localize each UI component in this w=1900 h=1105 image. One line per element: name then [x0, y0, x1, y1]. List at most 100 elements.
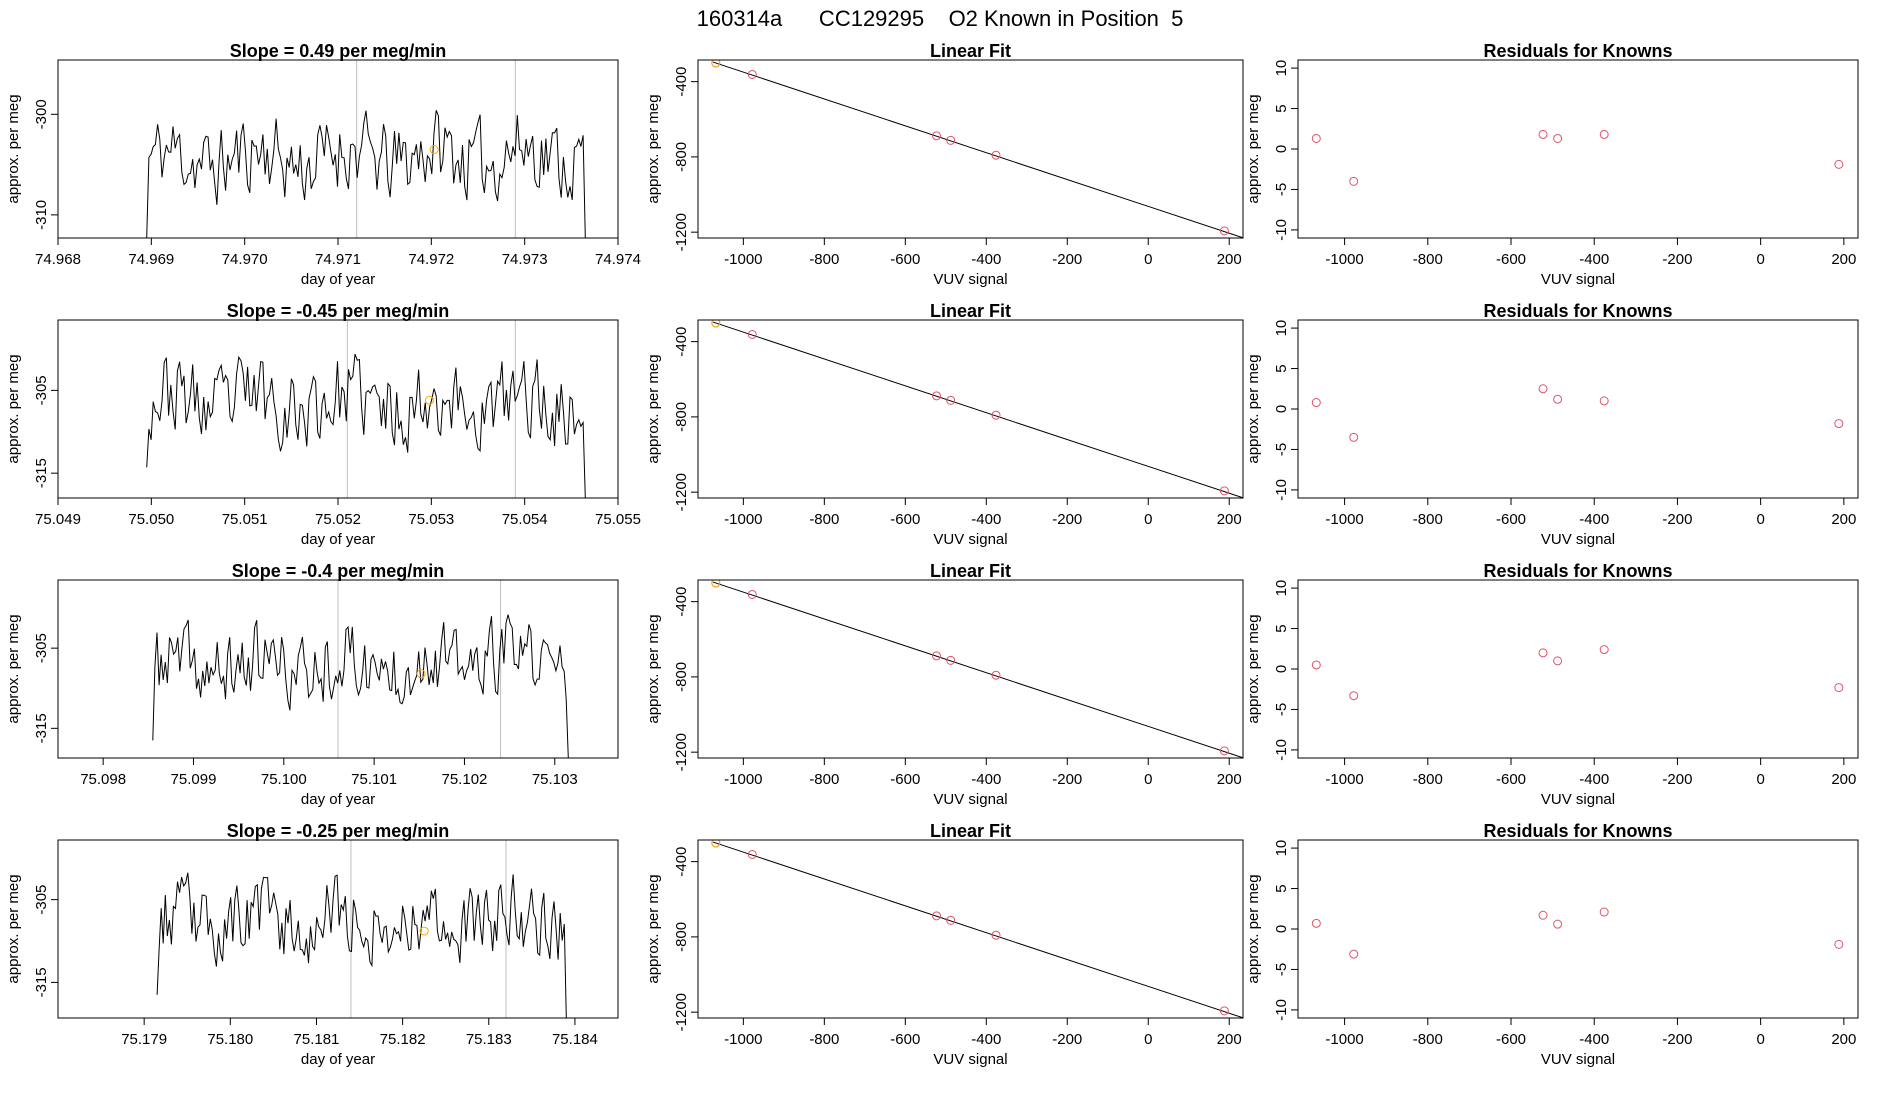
data-point: [991, 930, 1001, 940]
data-point: [747, 849, 757, 859]
x-tick-label: -200: [1662, 1031, 1692, 1048]
data-point: [1349, 432, 1359, 442]
data-point: [991, 150, 1001, 160]
x-tick-label: -200: [1052, 1031, 1082, 1048]
y-axis-label: approx. per meg: [5, 354, 22, 463]
data-point: [747, 589, 757, 599]
x-tick-label: -800: [1413, 1031, 1443, 1048]
x-tick-label: 0: [1144, 251, 1152, 268]
highlight-marker: [711, 320, 721, 328]
data-point: [946, 915, 956, 925]
y-tick-label: -5: [1273, 703, 1290, 716]
x-axis-label: VUV signal: [933, 531, 1007, 548]
y-tick-label: 10: [1273, 840, 1290, 857]
y-axis-label: approx. per meg: [645, 354, 662, 463]
x-tick-label: -200: [1662, 511, 1692, 528]
highlight-marker: [711, 580, 721, 588]
plot-frame: [1297, 59, 1859, 239]
x-tick-label: -400: [1579, 251, 1609, 268]
plot-data-group: [711, 60, 1243, 238]
chart-panel-8: -1000 -800 -600 -400 -200 0 200 -400 -800 -1200 Li…: [645, 561, 1244, 808]
data-point: [991, 410, 1001, 420]
chart-panel-9: -1000 -800 -600 -400 -200 0 200 10 5 0 -5 -10 Residu…: [1245, 561, 1859, 808]
x-tick-label: -800: [1413, 771, 1443, 788]
x-tick-label: 75.052: [315, 511, 361, 528]
x-tick-label: 200: [1217, 251, 1242, 268]
x-tick-label: 75.099: [171, 771, 217, 788]
y-axis-label: approx. per meg: [1245, 874, 1262, 983]
x-tick-label: 75.054: [502, 511, 548, 528]
data-point: [991, 670, 1001, 680]
x-tick-label: -400: [971, 771, 1001, 788]
x-tick-label: 75.101: [351, 771, 397, 788]
plot-data-group: [1311, 907, 1844, 959]
data-point: [1834, 159, 1844, 169]
x-tick-label: 0: [1144, 511, 1152, 528]
plot-frame: [697, 579, 1244, 759]
data-point: [1599, 396, 1609, 406]
plot-frame: [57, 59, 619, 239]
x-axis-label: VUV signal: [933, 1051, 1007, 1068]
x-tick-label: 74.970: [222, 251, 268, 268]
y-tick-label: -305: [33, 633, 50, 663]
chart-title: Linear Fit: [930, 821, 1011, 841]
plot-data-group: [152, 580, 569, 758]
chart-panel-6: -1000 -800 -600 -400 -200 0 200 10 5 0 -5 -10 Residu…: [1245, 301, 1859, 548]
plot-data-group: [1311, 129, 1844, 186]
plot-frame: [697, 319, 1244, 499]
x-tick-label: 74.971: [315, 251, 361, 268]
chart-panel-7: 75.098 75.099 75.100 75.101 75.102 75.103 -305…: [5, 561, 619, 808]
plot-data-group: [1311, 645, 1844, 701]
highlight-marker: [424, 395, 434, 405]
data-point: [1834, 419, 1844, 429]
x-tick-label: -600: [1496, 1031, 1526, 1048]
data-point: [1219, 746, 1229, 756]
panels-group: 74.968 74.969 74.970 74.971 74.972 74.973 74.9…: [5, 41, 1859, 1068]
chart-title: Slope = -0.45 per meg/min: [227, 301, 450, 321]
y-axis-label: approx. per meg: [5, 614, 22, 723]
x-tick-label: 200: [1217, 1031, 1242, 1048]
x-tick-label: -600: [890, 251, 920, 268]
plot-frame: [697, 59, 1244, 239]
x-tick-label: -800: [1413, 511, 1443, 528]
x-tick-label: -400: [971, 251, 1001, 268]
data-point: [1553, 919, 1563, 929]
fit-line: [712, 581, 1243, 758]
x-axis-label: VUV signal: [1541, 531, 1615, 548]
data-point: [931, 911, 941, 921]
chart-title: Slope = 0.49 per meg/min: [230, 41, 447, 61]
chart-panel-12: -1000 -800 -600 -400 -200 0 200 10 5 0 -5 -10 Residu…: [1245, 821, 1859, 1068]
x-tick-label: 75.050: [128, 511, 174, 528]
signal-trace: [146, 110, 586, 238]
x-tick-label: -800: [809, 1031, 839, 1048]
chart-panel-1: 74.968 74.969 74.970 74.971 74.972 74.973 74.9…: [5, 41, 641, 288]
data-point: [1538, 648, 1548, 658]
x-tick-label: -400: [1579, 511, 1609, 528]
chart-panel-4: 75.049 75.050 75.051 75.052 75.053 75.054 75.0…: [5, 301, 641, 548]
x-tick-label: 75.103: [532, 771, 578, 788]
y-tick-label: -5: [1273, 183, 1290, 196]
highlight-marker: [429, 145, 439, 155]
x-axis-label: VUV signal: [933, 271, 1007, 288]
y-tick-label: 0: [1273, 145, 1290, 153]
x-tick-label: -600: [1496, 771, 1526, 788]
data-point: [1599, 645, 1609, 655]
x-tick-label: 0: [1756, 511, 1764, 528]
y-tick-label: -1200: [673, 993, 690, 1031]
plot-data-group: [711, 840, 1243, 1018]
plot-data-group: [711, 580, 1243, 758]
chart-panel-11: -1000 -800 -600 -400 -200 0 200 -400 -800 -1200 Li…: [645, 821, 1244, 1068]
x-tick-label: -1000: [1325, 1031, 1363, 1048]
x-tick-label: 75.055: [595, 511, 641, 528]
x-tick-label: 75.049: [35, 511, 81, 528]
x-tick-label: 74.972: [408, 251, 454, 268]
data-point: [946, 655, 956, 665]
chart-title: Linear Fit: [930, 561, 1011, 581]
y-tick-label: -10: [1273, 479, 1290, 501]
signal-trace: [146, 353, 586, 498]
x-tick-label: -600: [1496, 511, 1526, 528]
y-tick-label: -400: [673, 587, 690, 617]
y-tick-label: 10: [1273, 580, 1290, 597]
x-tick-label: -800: [809, 771, 839, 788]
